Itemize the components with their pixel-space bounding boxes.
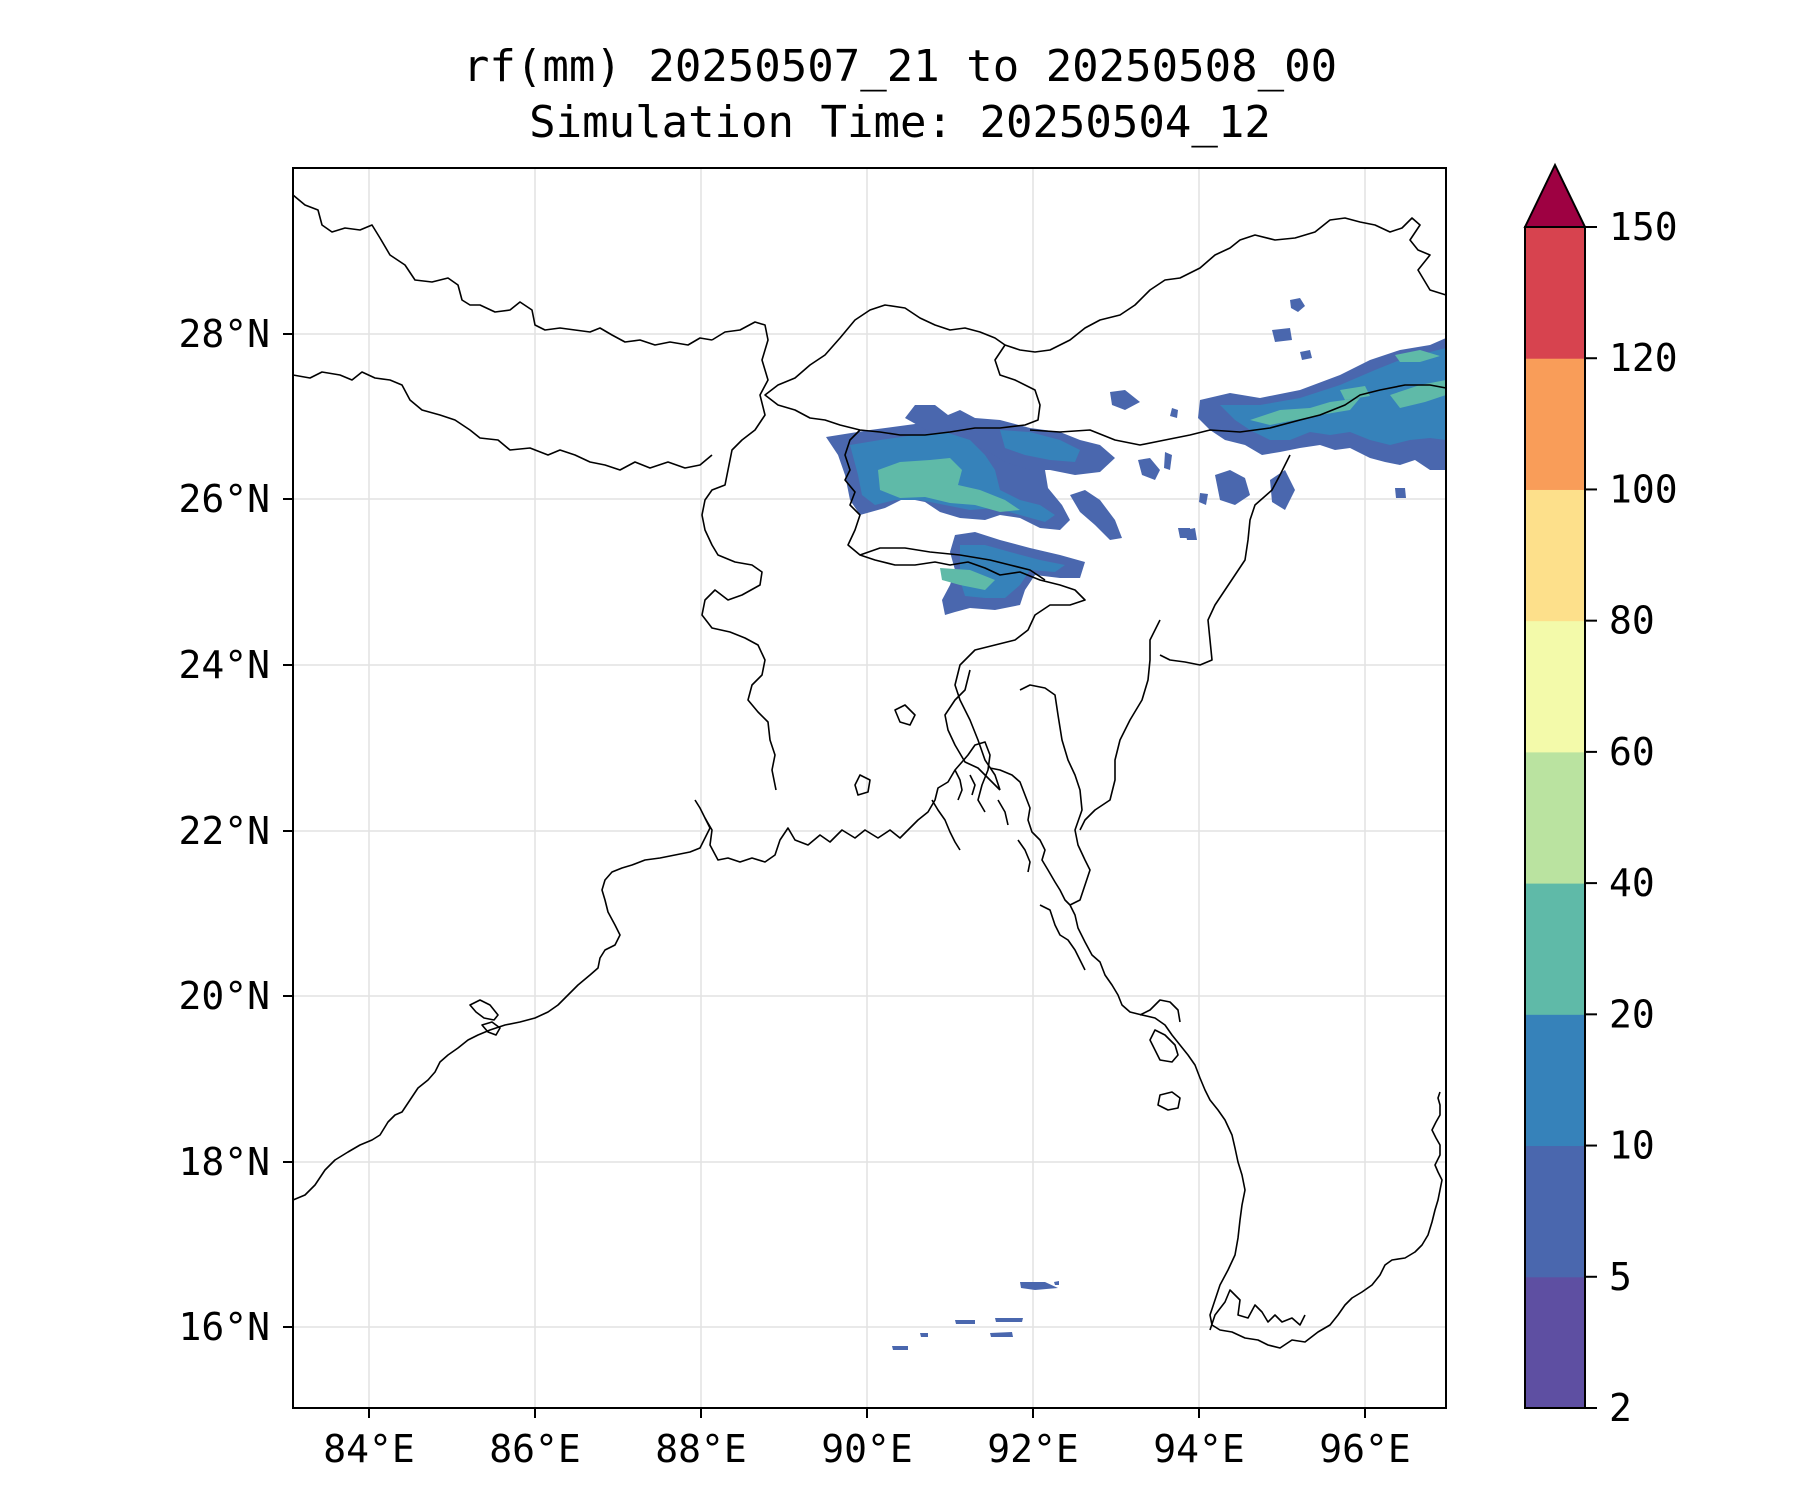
colorbar-segment xyxy=(1525,1014,1585,1147)
nagaland-border xyxy=(1159,454,1291,666)
y-tick-label: 18°N xyxy=(178,1140,270,1184)
bhutan-border xyxy=(764,304,1041,436)
assam-bangladesh-border xyxy=(859,547,1046,581)
colorbar-segment xyxy=(1525,751,1585,884)
colorbar-tick-label: 100 xyxy=(1609,467,1678,511)
y-tick-label: 24°N xyxy=(178,643,270,687)
colorbar-tick-label: 80 xyxy=(1609,599,1655,643)
colorbar-outline xyxy=(1524,226,1586,1409)
nepal-south-border xyxy=(292,371,713,471)
y-tick-label: 22°N xyxy=(178,809,270,853)
india-coast-east xyxy=(292,799,711,1201)
arunachal-border xyxy=(1004,217,1447,353)
colorbar-tick-label: 120 xyxy=(1609,336,1678,380)
y-tick-label: 16°N xyxy=(178,1305,270,1349)
x-tick-label: 84°E xyxy=(323,1427,415,1471)
colorbar-tick-label: 20 xyxy=(1609,992,1655,1036)
x-tick-label: 94°E xyxy=(1153,1427,1245,1471)
rainfall-contours xyxy=(826,298,1446,1350)
y-tick-label: 26°N xyxy=(178,477,270,521)
colorbar-tick-label: 5 xyxy=(1609,1255,1632,1299)
map-frame xyxy=(292,167,1447,1409)
colorbar-segment xyxy=(1525,883,1585,1015)
tripura-border xyxy=(944,669,1001,791)
brahmaputra-assam-north xyxy=(1029,384,1447,446)
nepal-north-border xyxy=(292,194,713,346)
mizoram-myanmar-border xyxy=(1019,684,1091,906)
colorbar-tick-label: 10 xyxy=(1609,1124,1655,1168)
colorbar-segment xyxy=(1525,1145,1585,1278)
colorbar-segment xyxy=(1525,227,1585,359)
colorbar-tick-label: 2 xyxy=(1609,1386,1632,1430)
map-title-line-1: rf(mm) 20250507_21 to 20250508_00 xyxy=(462,41,1338,92)
map-title-line-2: Simulation Time: 20250504_12 xyxy=(529,97,1271,148)
manipur-border xyxy=(1079,619,1161,831)
x-tick-label: 96°E xyxy=(1319,1427,1411,1471)
colorbar-segment xyxy=(1525,1276,1585,1409)
y-tick-label: 20°N xyxy=(178,974,270,1018)
coastlines-and-borders xyxy=(292,194,1447,1349)
colorbar-extend-arrow xyxy=(1523,162,1587,228)
x-tick-label: 86°E xyxy=(489,1427,581,1471)
colorbar-segment xyxy=(1525,358,1585,490)
x-tick-label: 92°E xyxy=(987,1427,1079,1471)
y-tick-labels: 16°N 18°N 20°N 22°N 24°N 26°N 28°N xyxy=(178,312,270,1349)
colorbar: 2 5 10 20 40 60 80 100 120 150 xyxy=(1523,162,1678,1430)
colorbar-tick-label: 150 xyxy=(1609,205,1678,249)
x-tick-label: 90°E xyxy=(821,1427,913,1471)
axis-ticks xyxy=(283,333,1366,1418)
y-tick-label: 28°N xyxy=(178,312,270,356)
colorbar-segment xyxy=(1525,489,1585,622)
x-tick-labels: 84°E 86°E 88°E 90°E 92°E 94°E 96°E xyxy=(323,1427,1411,1471)
colorbar-tick-label: 40 xyxy=(1609,861,1655,905)
colorbar-segment xyxy=(1525,620,1585,753)
assam-south-border xyxy=(844,429,1086,791)
x-tick-label: 88°E xyxy=(655,1427,747,1471)
colorbar-tick-label: 60 xyxy=(1609,730,1655,774)
myanmar-coast-rakhine xyxy=(989,767,1443,1349)
sikkim-bengal-border xyxy=(701,321,777,791)
rain-core-20-40 xyxy=(878,458,1020,512)
bengal-delta-coast xyxy=(704,741,991,863)
map-gridlines xyxy=(293,168,1446,1408)
